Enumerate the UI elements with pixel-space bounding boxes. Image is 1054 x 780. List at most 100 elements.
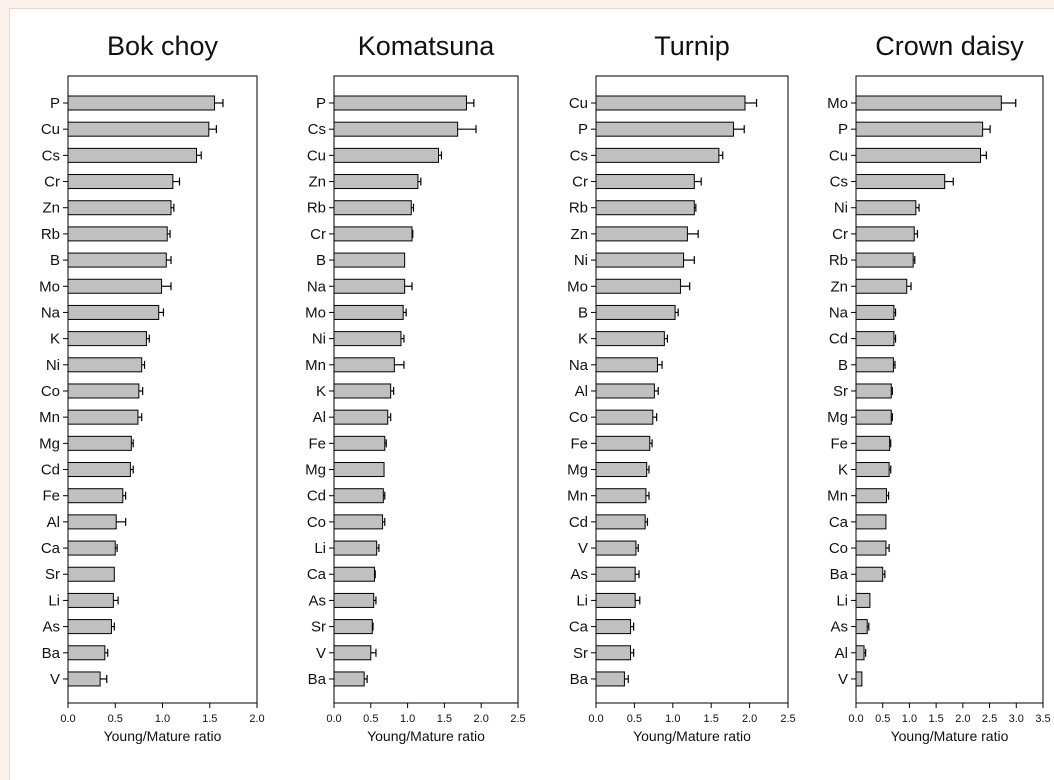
category-label-ca: Ca	[41, 540, 61, 557]
x-axis-label: Young/Mature ratio	[891, 728, 1009, 744]
category-label-ca: Ca	[307, 566, 327, 583]
bar-cr	[595, 174, 695, 190]
bar-mg	[333, 462, 385, 478]
x-tick-label: 2.5	[510, 713, 525, 725]
bar-rb	[595, 200, 695, 216]
category-label-k: K	[578, 331, 588, 348]
bar-as	[855, 619, 868, 635]
panel-title: Crown daisy	[875, 31, 1024, 61]
category-label-ba: Ba	[570, 671, 589, 688]
category-label-fe: Fe	[42, 488, 60, 505]
x-axis-label: Young/Mature ratio	[367, 728, 485, 744]
bar-cu	[595, 95, 746, 111]
bar-na	[333, 278, 406, 294]
category-label-cs: Cs	[308, 121, 326, 138]
category-label-li: Li	[48, 592, 60, 609]
bar-na	[67, 304, 160, 320]
bar-mn	[595, 488, 647, 504]
x-tick-label: 0.5	[108, 713, 123, 725]
category-label-co: Co	[569, 409, 588, 426]
bar-cs	[67, 147, 198, 163]
category-label-ni: Ni	[312, 331, 326, 348]
category-label-sr: Sr	[311, 619, 326, 636]
category-label-sr: Sr	[45, 566, 60, 583]
bar-rb	[67, 226, 168, 242]
bar-cr	[67, 174, 174, 190]
x-tick-label: 1.0	[400, 713, 415, 725]
category-label-cr: Cr	[44, 174, 60, 191]
category-label-as: As	[308, 592, 326, 609]
x-axis-label: Young/Mature ratio	[104, 728, 222, 744]
category-label-ca: Ca	[569, 619, 589, 636]
category-label-fe: Fe	[308, 435, 326, 452]
category-label-v: V	[50, 671, 60, 688]
category-label-na: Na	[569, 357, 589, 374]
category-label-mo: Mo	[39, 278, 60, 295]
bar-li	[333, 540, 378, 556]
x-tick-label: 2.0	[742, 713, 757, 725]
x-tick-label: 0.0	[848, 713, 863, 725]
bar-fe	[855, 435, 891, 451]
bar-k	[333, 383, 392, 399]
category-label-rb: Rb	[829, 252, 848, 269]
category-label-p: P	[50, 95, 60, 112]
category-label-na: Na	[307, 278, 327, 295]
x-tick-label: 1.5	[704, 713, 719, 725]
x-tick-label: 3.5	[1035, 713, 1050, 725]
category-label-al: Al	[835, 645, 848, 662]
bar-al	[595, 383, 655, 399]
bar-ba	[595, 671, 625, 687]
category-label-ca: Ca	[829, 514, 849, 531]
bar-mg	[595, 462, 648, 478]
bar-k	[855, 462, 890, 478]
category-label-mn: Mn	[39, 409, 60, 426]
x-tick-label: 1.0	[155, 713, 170, 725]
category-label-cu: Cu	[307, 147, 326, 164]
bar-mn	[67, 409, 139, 425]
x-tick-label: 2.0	[955, 713, 970, 725]
bar-cu	[333, 147, 440, 163]
bar-as	[333, 592, 375, 608]
bar-ba	[333, 671, 365, 687]
category-label-ni: Ni	[46, 357, 60, 374]
category-label-v: V	[578, 540, 588, 557]
category-label-p: P	[838, 121, 848, 138]
bar-p	[67, 95, 215, 111]
bar-v	[67, 671, 101, 687]
category-label-na: Na	[41, 304, 61, 321]
category-label-zn: Zn	[42, 200, 60, 217]
category-label-sr: Sr	[573, 645, 588, 662]
bar-cr	[855, 226, 915, 242]
category-label-cd: Cd	[829, 331, 848, 348]
bar-mn	[855, 488, 887, 504]
category-label-cd: Cd	[307, 488, 326, 505]
bar-zn	[855, 278, 908, 294]
category-label-li: Li	[314, 540, 326, 557]
category-label-li: Li	[576, 592, 588, 609]
figure: Bok choy P Cu Cs Cr Zn Rb B Mo Na K Ni Co Mn Mg Cd Fe Al C…	[9, 8, 1054, 780]
bar-ca	[855, 514, 887, 530]
bar-mg	[855, 409, 892, 425]
bar-rb	[333, 200, 412, 216]
bar-ca	[595, 619, 632, 635]
bar-cd	[595, 514, 646, 530]
x-tick-label: 1.5	[437, 713, 452, 725]
x-tick-label: 0.0	[588, 713, 603, 725]
bar-k	[67, 331, 147, 347]
bar-p	[855, 121, 984, 137]
category-label-mo: Mo	[827, 95, 848, 112]
category-label-mn: Mn	[305, 357, 326, 374]
chart-canvas: Bok choyPCuCsCrZnRbBMoNaKNiCoMnMgCdFeAlC…	[39, 31, 1050, 744]
category-label-p: P	[316, 95, 326, 112]
bar-sr	[855, 383, 892, 399]
panel-bok-choy: Bok choy P Cu Cs Cr Zn Rb B Mo Na K Ni Co Mn Mg Cd Fe Al C…	[39, 31, 264, 744]
bar-fe	[67, 488, 124, 504]
bar-zn	[595, 226, 688, 242]
category-label-mo: Mo	[305, 304, 326, 321]
category-label-zn: Zn	[830, 278, 848, 295]
bar-al	[67, 514, 117, 530]
bar-co	[595, 409, 654, 425]
category-label-co: Co	[829, 540, 848, 557]
bar-b	[855, 357, 894, 373]
bar-cd	[333, 488, 384, 504]
